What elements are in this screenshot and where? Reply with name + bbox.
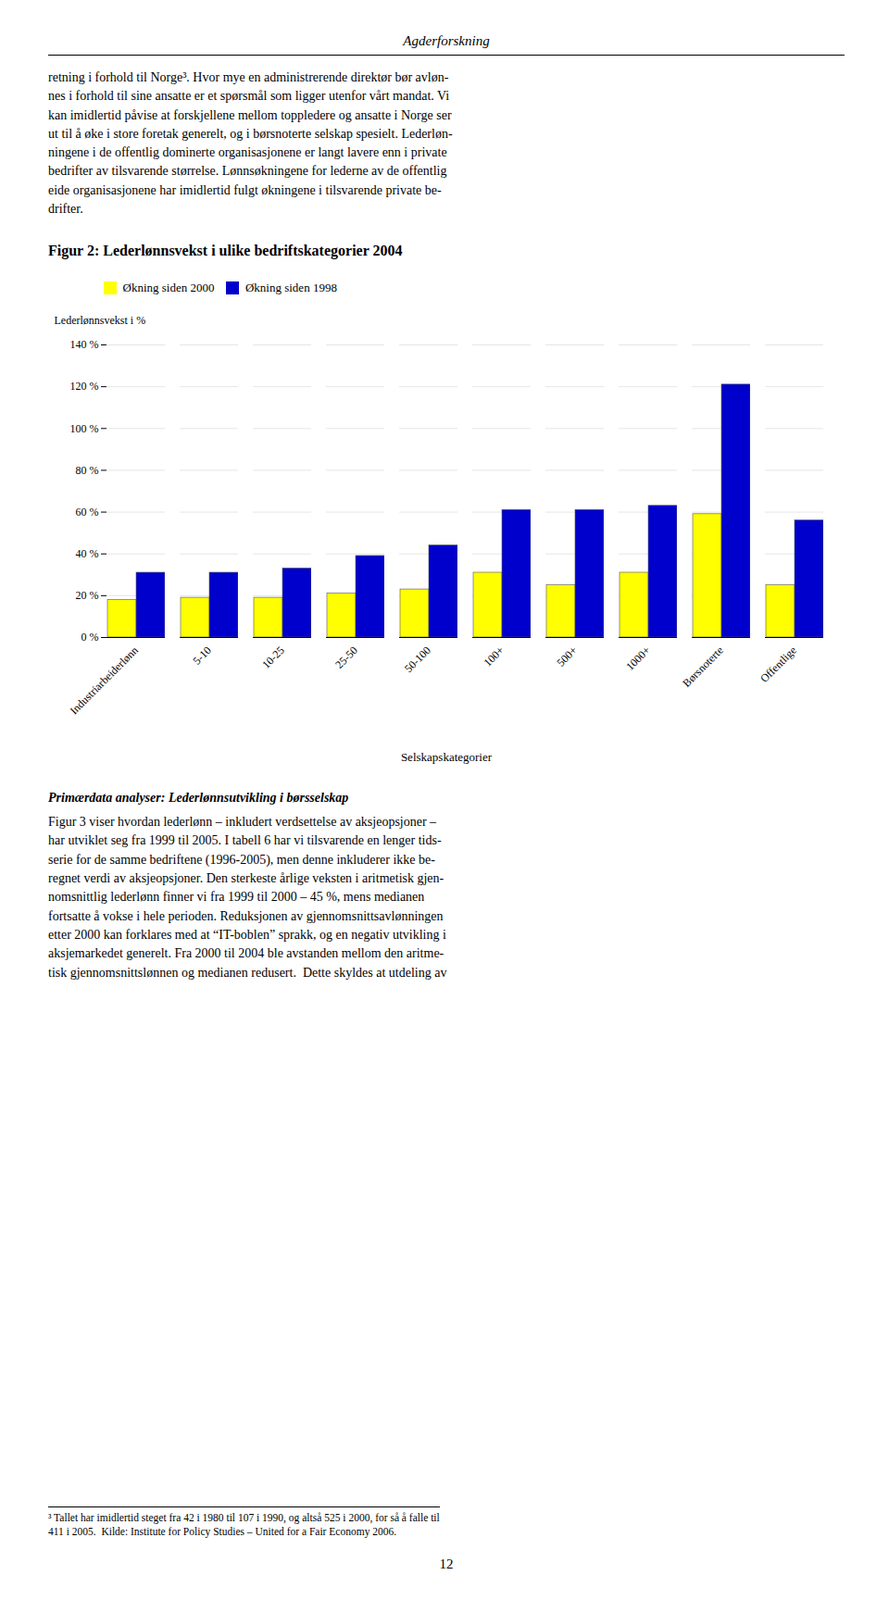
html-text:Figur 2: Lederlønnsvekst i uli: Figur 2: Lederlønnsvekst i ulike bedrift… — [48, 242, 403, 259]
html-text:Primærdata analyser: Lederlønn: Primærdata analyser: Lederlønnsutvikling… — [48, 790, 349, 805]
svg-text:20 %: 20 % — [75, 588, 100, 602]
svg-text:40 %: 40 % — [75, 547, 100, 561]
svg-text:5-10: 5-10 — [189, 643, 213, 667]
svg-text:Industriarbeiderlønn: Industriarbeiderlønn — [67, 643, 141, 717]
html-text:³ Tallet har imidlertid steget: ³ Tallet har imidlertid steget fra 42 i … — [48, 1512, 440, 1538]
svg-text:25-50: 25-50 — [332, 643, 361, 672]
html-text:Figur 3 viser hvordan lederløn: Figur 3 viser hvordan lederlønn – inklud… — [48, 815, 447, 980]
svg-text:120 %: 120 % — [70, 379, 100, 393]
svg-text:100 %: 100 % — [70, 422, 100, 436]
svg-text:500+: 500+ — [553, 643, 580, 670]
svg-text:50-100: 50-100 — [401, 643, 434, 676]
html-text:Økning siden 1998: Økning siden 1998 — [245, 280, 337, 295]
svg-text:10-25: 10-25 — [259, 643, 288, 672]
svg-text:Offentlige: Offentlige — [757, 643, 800, 686]
html-text:retning i forhold til Norge³.: retning i forhold til Norge³. Hvor mye e… — [48, 70, 453, 216]
svg-text:Børsnoterte: Børsnoterte — [679, 643, 726, 689]
html-text:Agderforskning: Agderforskning — [403, 33, 490, 49]
svg-text:1000+: 1000+ — [623, 643, 653, 674]
svg-text:80 %: 80 % — [75, 463, 100, 477]
html-text:Selskapskategorier: Selskapskategorier — [400, 750, 492, 764]
svg-text:Lederlønnsvekst i %: Lederlønnsvekst i % — [54, 313, 147, 327]
html-text:Økning siden 2000: Økning siden 2000 — [122, 280, 215, 295]
svg-text:140 %: 140 % — [70, 338, 100, 351]
svg-text:60 %: 60 % — [75, 505, 100, 519]
svg-text:100+: 100+ — [480, 643, 507, 670]
svg-text:0 %: 0 % — [81, 630, 100, 644]
html-text:12: 12 — [439, 1556, 454, 1572]
